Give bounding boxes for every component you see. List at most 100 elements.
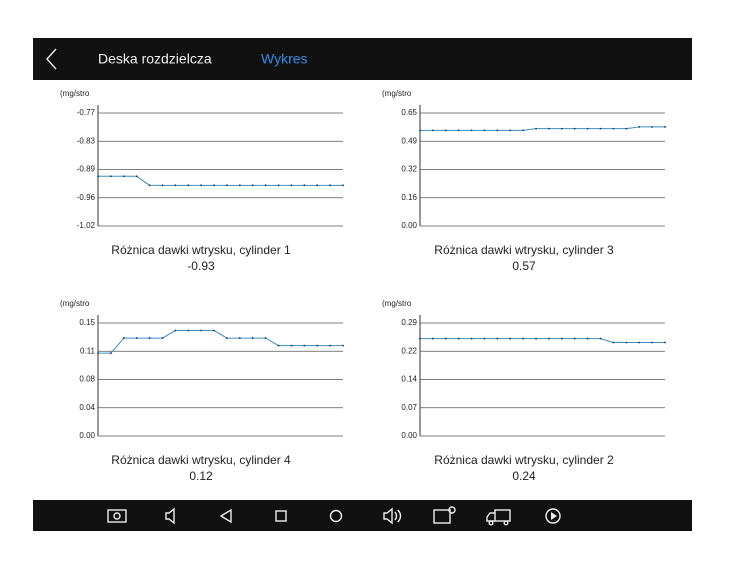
- data-point: [264, 337, 267, 339]
- data-point: [97, 352, 99, 355]
- data-point: [213, 329, 215, 332]
- y-tick-label: 0.04: [79, 403, 95, 412]
- data-point: [251, 184, 254, 187]
- volume-up-button[interactable]: [383, 507, 402, 525]
- data-point: [161, 184, 164, 187]
- truck-button[interactable]: [486, 509, 511, 526]
- data-point: [238, 337, 241, 339]
- y-tick-label: 0.07: [401, 403, 417, 412]
- nav-bar: [33, 500, 692, 531]
- data-point: [97, 175, 99, 178]
- home-square-button[interactable]: [275, 510, 287, 522]
- data-point: [638, 341, 641, 344]
- data-point: [625, 127, 628, 130]
- y-tick-label: -0.83: [77, 136, 96, 145]
- dashboard-tab[interactable]: Deska rozdzielcza: [98, 51, 212, 67]
- data-point: [161, 337, 164, 339]
- data-point: [316, 344, 319, 347]
- data-point: [238, 184, 241, 187]
- data-point: [419, 129, 421, 132]
- data-point: [187, 184, 190, 187]
- data-point: [226, 337, 228, 339]
- data-point: [329, 344, 332, 347]
- data-point: [535, 127, 537, 130]
- chart-title: Różnica dawki wtrysku, cylinder 4: [111, 453, 291, 467]
- data-point: [109, 352, 112, 355]
- data-point: [470, 337, 473, 340]
- data-point: [342, 184, 344, 187]
- back-button[interactable]: [46, 48, 57, 70]
- data-point: [496, 337, 499, 340]
- y-tick-label: 0.65: [401, 108, 417, 117]
- y-tick-label: 0.00: [401, 221, 417, 230]
- data-point: [638, 126, 641, 128]
- data-line: [420, 338, 665, 343]
- chart-title: Różnica dawki wtrysku, cylinder 2: [434, 453, 614, 467]
- data-point: [277, 344, 280, 347]
- current-value: 0.24: [512, 469, 536, 483]
- volume-down-button[interactable]: [165, 507, 175, 525]
- y-tick-label: 0.29: [401, 318, 417, 327]
- data-point: [187, 329, 190, 332]
- chart-tab[interactable]: Wykres: [261, 51, 308, 67]
- y-tick-label: 0.08: [79, 375, 95, 384]
- y-tick-label: 0.49: [401, 136, 417, 145]
- data-point: [483, 337, 486, 340]
- data-point: [586, 127, 589, 130]
- data-point: [277, 184, 280, 187]
- y-tick-label: 0.32: [401, 165, 417, 174]
- chart-title: Różnica dawki wtrysku, cylinder 1: [111, 243, 291, 257]
- data-point: [226, 184, 228, 187]
- y-tick-label: 0.16: [401, 193, 417, 202]
- y-tick-label: 0.11: [80, 346, 96, 355]
- data-point: [303, 344, 306, 347]
- data-point: [148, 337, 151, 339]
- screenshot-button[interactable]: [107, 509, 127, 523]
- data-point: [200, 329, 203, 332]
- data-point: [573, 337, 576, 340]
- current-value: -0.93: [187, 259, 215, 273]
- y-tick-label: -0.89: [77, 165, 96, 174]
- data-point: [522, 129, 525, 132]
- data-point: [573, 127, 576, 130]
- data-point: [135, 337, 138, 339]
- y-tick-label: -0.96: [77, 193, 96, 202]
- data-point: [470, 129, 473, 132]
- data-point: [457, 337, 460, 340]
- data-point: [444, 129, 447, 132]
- back-nav-button[interactable]: [219, 508, 232, 524]
- data-point: [419, 337, 421, 340]
- y-tick-label: 0.15: [79, 318, 95, 327]
- data-point: [174, 329, 177, 332]
- data-line: [420, 126, 665, 131]
- vci-button[interactable]: [433, 506, 456, 524]
- data-point: [496, 129, 499, 132]
- data-point: [316, 184, 319, 187]
- data-point: [290, 184, 293, 187]
- data-point: [174, 184, 177, 187]
- data-point: [329, 184, 332, 187]
- data-point: [535, 337, 537, 340]
- current-value: 0.57: [512, 259, 536, 273]
- data-point: [651, 126, 654, 128]
- data-point: [251, 337, 254, 339]
- data-point: [457, 129, 460, 132]
- data-point: [560, 337, 563, 340]
- home-button[interactable]: [329, 509, 343, 523]
- unit-label: (mg/stro: [60, 299, 90, 308]
- unit-label: (mg/stro: [382, 299, 412, 308]
- data-point: [599, 127, 602, 130]
- play-button[interactable]: [545, 508, 561, 524]
- data-point: [651, 341, 654, 344]
- data-point: [664, 126, 666, 128]
- data-point: [213, 184, 215, 187]
- top-bar: [33, 38, 692, 80]
- data-point: [122, 337, 125, 339]
- data-point: [431, 337, 434, 340]
- data-point: [431, 129, 434, 132]
- data-point: [599, 337, 602, 340]
- y-tick-label: 0.00: [401, 431, 417, 440]
- data-point: [664, 341, 666, 344]
- y-tick-label: -1.02: [77, 221, 96, 230]
